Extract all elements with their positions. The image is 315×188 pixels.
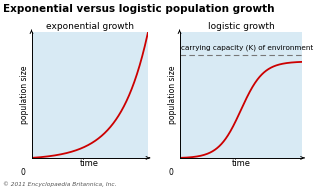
Y-axis label: population size: population size <box>168 66 177 124</box>
Text: Exponential versus logistic population growth: Exponential versus logistic population g… <box>3 4 275 14</box>
Text: 0: 0 <box>169 168 173 177</box>
Y-axis label: population size: population size <box>20 66 29 124</box>
X-axis label: time: time <box>80 159 99 168</box>
Title: logistic growth: logistic growth <box>208 22 274 31</box>
Text: carrying capacity (K) of environment: carrying capacity (K) of environment <box>181 45 313 52</box>
Title: exponential growth: exponential growth <box>46 22 134 31</box>
X-axis label: time: time <box>232 159 250 168</box>
Text: © 2011 Encyclopaedia Britannica, Inc.: © 2011 Encyclopaedia Britannica, Inc. <box>3 181 117 187</box>
Text: 0: 0 <box>21 168 26 177</box>
